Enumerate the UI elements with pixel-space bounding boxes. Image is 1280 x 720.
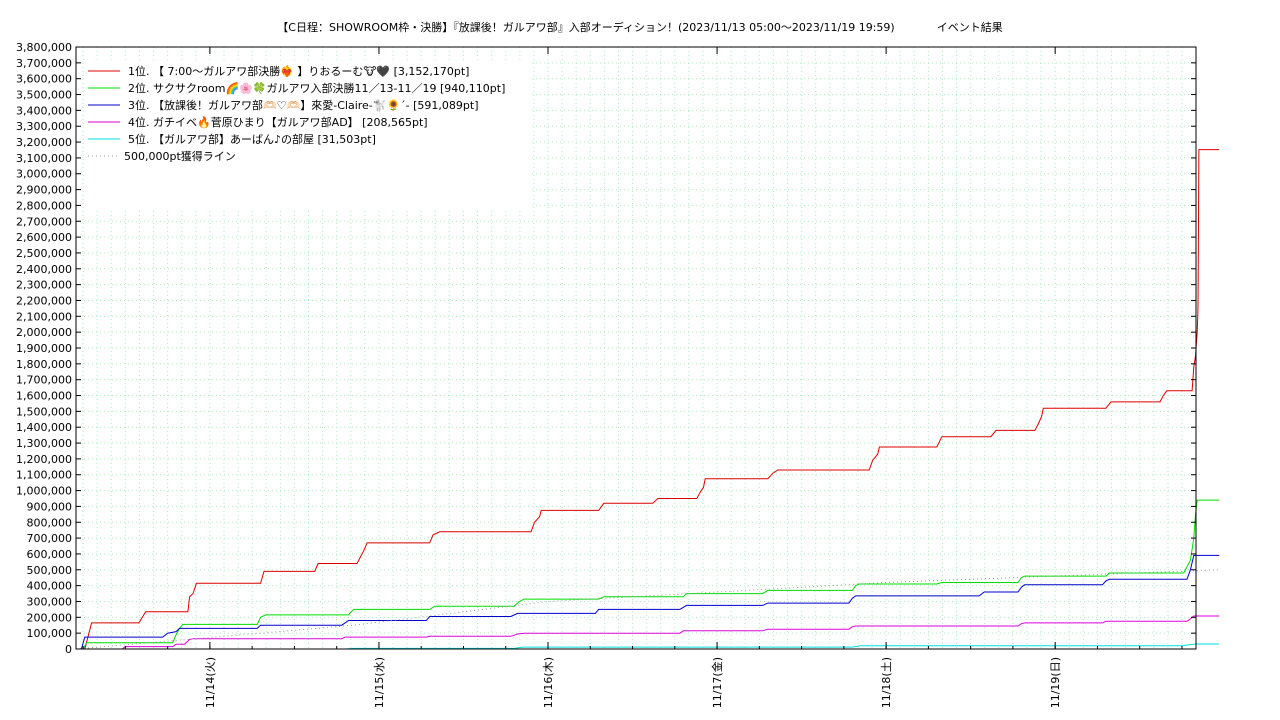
y-tick-label: 2,000,000 [16, 326, 72, 339]
y-tick-label: 3,200,000 [16, 136, 72, 149]
y-tick-label: 300,000 [27, 595, 73, 608]
legend-background [84, 60, 530, 208]
x-tick-label: 11/18(土) [880, 657, 893, 708]
y-tick-label: 2,900,000 [16, 184, 72, 197]
y-tick-label: 3,400,000 [16, 104, 72, 117]
y-tick-label: 2,300,000 [16, 279, 72, 292]
y-tick-label: 800,000 [27, 516, 73, 529]
x-axis-tick-labels: 11/14(火) 11/15(水) 11/16(木) 11/17(金) 11/18(土)… [204, 657, 1062, 708]
y-axis-tick-labels: 0 100,000 200,000 300,000 400,000 500,000 600,… [16, 41, 72, 656]
y-tick-label: 1,800,000 [16, 358, 72, 371]
y-tick-label: 3,600,000 [16, 73, 72, 86]
y-tick-label: 2,100,000 [16, 310, 72, 323]
series-line-2 [76, 499, 1220, 650]
y-tick-label: 2,600,000 [16, 231, 72, 244]
y-tick-label: 3,000,000 [16, 168, 72, 181]
series-lines [75, 149, 1220, 650]
y-tick-label: 1,900,000 [16, 342, 72, 355]
y-tick-label: 1,100,000 [16, 469, 72, 482]
series-line-5 [76, 643, 1220, 650]
y-tick-label: 200,000 [27, 611, 73, 624]
y-tick-label: 3,500,000 [16, 89, 72, 102]
y-tick-label: 1,700,000 [16, 374, 72, 387]
y-tick-label: 3,800,000 [16, 41, 72, 54]
x-tick-label: 11/19(日) [1049, 657, 1062, 708]
y-tick-label: 3,100,000 [16, 152, 72, 165]
x-tick-label: 11/17(金) [710, 657, 724, 708]
y-tick-label: 900,000 [27, 500, 73, 513]
axis-ticks [76, 46, 1196, 650]
legend-label-2: 2位. サクサクroom🌈🌸🍀ガルアワ入部決勝11／13-11／19 [940,… [128, 81, 505, 95]
chart-title-suffix: イベント結果 [936, 21, 1003, 34]
legend-label-3: 3位. 【放課後！ガルアワ部🫶🏻♡🫶🏻】來愛-Claire-🐩🌻ˊ- [591,… [128, 98, 479, 112]
y-tick-label: 2,200,000 [16, 294, 72, 307]
y-tick-label: 600,000 [27, 548, 73, 561]
series-line-4 [76, 615, 1220, 650]
y-tick-label: 1,600,000 [16, 390, 72, 403]
y-tick-label: 1,300,000 [16, 437, 72, 450]
y-tick-label: 2,700,000 [16, 215, 72, 228]
legend-label-6: 500,000pt獲得ライン [124, 150, 236, 163]
y-tick-label: 2,500,000 [16, 247, 72, 260]
y-tick-label: 700,000 [27, 532, 73, 545]
chart-title-main: 【C日程：SHOWROOM枠・決勝】『放課後！ガルアワ部』入部オーディション！(… [277, 21, 895, 34]
x-tick-label: 11/16(木) [542, 657, 555, 708]
series-line-1 [76, 149, 1220, 650]
x-tick-label: 11/15(水) [373, 657, 386, 708]
y-tick-label: 100,000 [27, 627, 73, 640]
y-tick-label: 2,400,000 [16, 263, 72, 276]
y-tick-label: 400,000 [27, 580, 73, 593]
legend-label-4: 4位. ガチイベ🔥菅原ひまり【ガルアワ部AD】 [208,565pt] [128, 115, 428, 129]
x-tick-label: 11/14(火) [204, 657, 217, 708]
y-tick-label: 1,200,000 [16, 453, 72, 466]
y-tick-label: 1,500,000 [16, 405, 72, 418]
y-tick-label: 1,000,000 [16, 485, 72, 498]
legend-label-1: 1位. 【 7:00〜ガルアワ部決勝❤️‍🔥 】りおるーむ🐮🖤 [3,152,1… [128, 64, 469, 78]
y-tick-label: 500,000 [27, 564, 73, 577]
series-line-3 [76, 554, 1220, 650]
series-line-6 [75, 569, 1220, 650]
y-tick-label: 3,300,000 [16, 120, 72, 133]
legend-label-5: 5位. 【ガルアワ部】あーばん♪の部屋 [31,503pt] [128, 132, 376, 146]
chart-title: 【C日程：SHOWROOM枠・決勝】『放課後！ガルアワ部』入部オーディション！(… [0, 19, 1280, 35]
legend: 1位. 【 7:00〜ガルアワ部決勝❤️‍🔥 】りおるーむ🐮🖤 [3,152,1… [84, 60, 530, 208]
y-tick-label: 0 [65, 643, 72, 656]
y-tick-label: 3,700,000 [16, 57, 72, 70]
y-tick-label: 2,800,000 [16, 199, 72, 212]
y-tick-label: 1,400,000 [16, 421, 72, 434]
